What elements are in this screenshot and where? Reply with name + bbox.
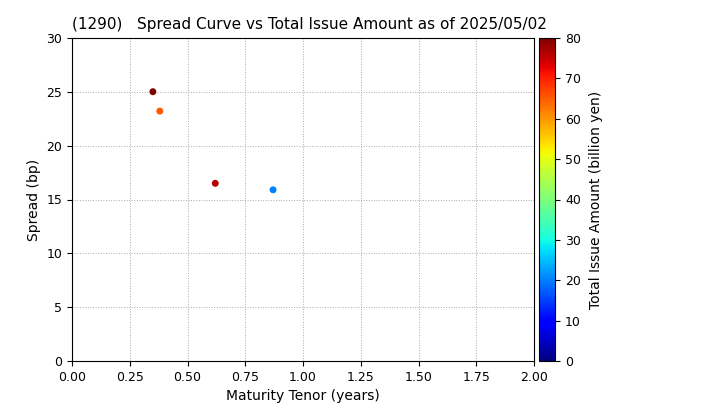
Text: (1290)   Spread Curve vs Total Issue Amount as of 2025/05/02: (1290) Spread Curve vs Total Issue Amoun…: [72, 18, 547, 32]
Point: [147, 88, 158, 95]
Y-axis label: Spread (bp): Spread (bp): [27, 158, 41, 241]
X-axis label: Maturity Tenor (years): Maturity Tenor (years): [226, 389, 380, 404]
Point: [210, 180, 221, 186]
Y-axis label: Total Issue Amount (billion yen): Total Issue Amount (billion yen): [589, 90, 603, 309]
Point: [154, 108, 166, 115]
Point: [267, 186, 279, 193]
